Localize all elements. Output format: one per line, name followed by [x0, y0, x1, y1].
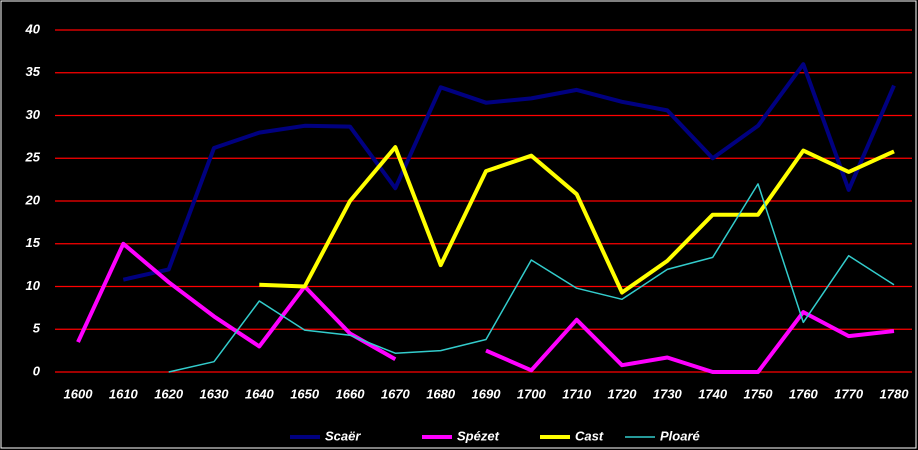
legend-label: Spézet [457, 428, 500, 443]
x-tick-label: 1660 [336, 386, 366, 401]
y-tick-label: 0 [33, 363, 41, 378]
x-tick-label: 1620 [154, 386, 184, 401]
x-tick-label: 1730 [653, 386, 683, 401]
x-tick-label: 1680 [426, 386, 456, 401]
x-tick-label: 1770 [834, 386, 864, 401]
x-tick-label: 1720 [608, 386, 638, 401]
legend-label: Scaër [325, 428, 361, 443]
series-line [259, 145, 895, 295]
series-line [168, 183, 895, 373]
x-tick-label: 1780 [880, 386, 910, 401]
x-tick-label: 1750 [744, 386, 774, 401]
legend-label: Cast [575, 428, 604, 443]
y-tick-label: 40 [25, 21, 41, 36]
x-tick-label: 1640 [245, 386, 275, 401]
y-tick-label: 25 [25, 150, 41, 165]
legend-label: Ploaré [660, 428, 700, 443]
x-tick-label: 1610 [109, 386, 139, 401]
x-tick-label: 1600 [64, 386, 94, 401]
x-tick-label: 1760 [789, 386, 819, 401]
x-tick-label: 1690 [472, 386, 502, 401]
y-tick-label: 10 [26, 278, 41, 293]
x-tick-label: 1670 [381, 386, 411, 401]
y-tick-label: 5 [33, 321, 41, 336]
y-tick-label: 20 [25, 192, 41, 207]
series-line [122, 62, 896, 282]
y-tick-label: 35 [26, 64, 41, 79]
x-tick-label: 1700 [517, 386, 547, 401]
x-tick-label: 1710 [562, 386, 592, 401]
y-tick-label: 30 [26, 107, 41, 122]
x-tick-label: 1740 [698, 386, 728, 401]
y-tick-label: 15 [26, 235, 41, 250]
x-tick-label: 1630 [200, 386, 230, 401]
x-tick-label: 1650 [290, 386, 320, 401]
